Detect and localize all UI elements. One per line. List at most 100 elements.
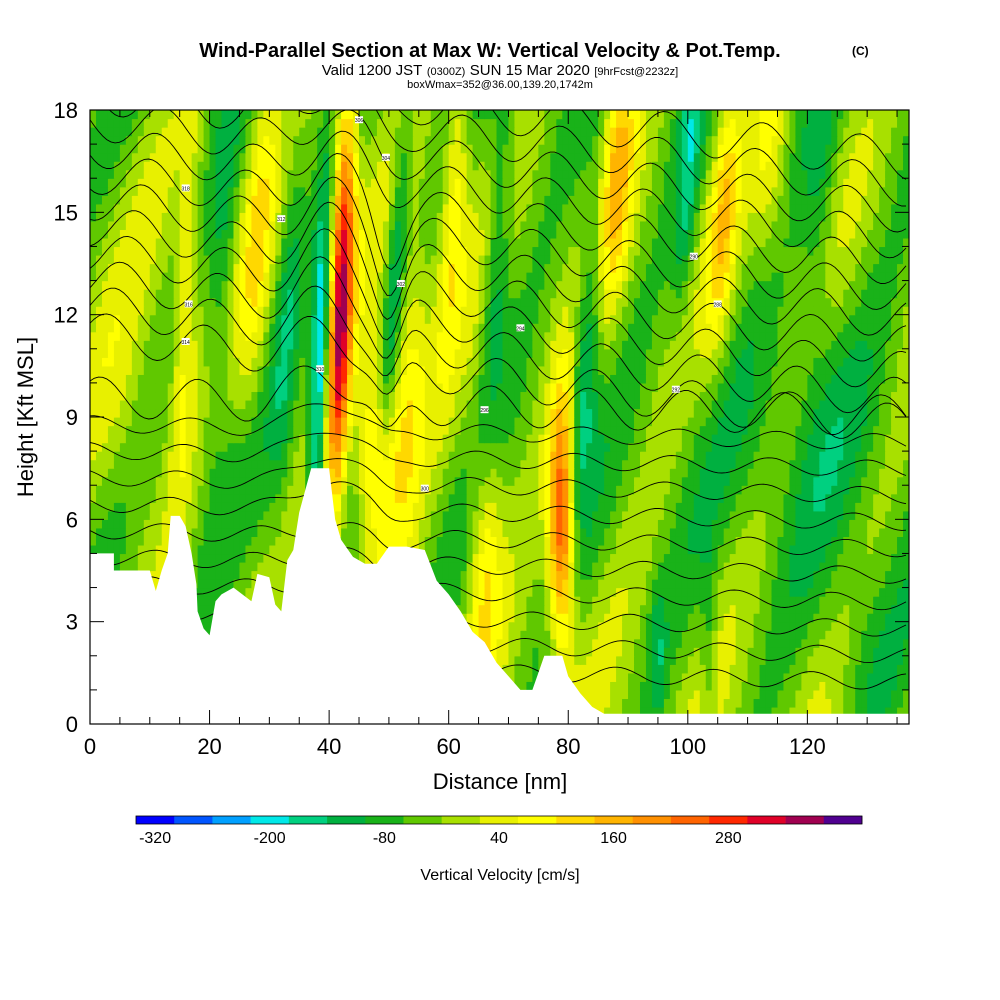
field-cell xyxy=(897,698,904,708)
field-cell xyxy=(867,553,874,563)
field-cell xyxy=(364,544,372,555)
field-cell xyxy=(179,408,187,418)
field-cell xyxy=(574,510,581,520)
field-cell xyxy=(191,536,199,546)
field-cell xyxy=(460,544,468,555)
field-cell xyxy=(657,647,665,657)
field-cell xyxy=(616,698,623,708)
field-cell xyxy=(538,527,545,537)
field-cell xyxy=(496,655,504,665)
field-cell xyxy=(161,417,169,427)
field-cell xyxy=(221,417,229,427)
field-cell xyxy=(723,681,731,691)
field-cell xyxy=(442,553,450,563)
field-cell xyxy=(628,510,635,520)
field-cell xyxy=(765,527,773,537)
field-cell xyxy=(825,485,832,495)
field-cell xyxy=(801,587,808,597)
field-cell xyxy=(430,476,438,486)
field-cell xyxy=(873,434,880,444)
field-cell xyxy=(747,425,755,435)
field-cell xyxy=(885,706,892,717)
field-cell xyxy=(849,451,856,461)
field-cell xyxy=(95,519,103,529)
field-cell xyxy=(681,706,689,717)
field-cell xyxy=(765,536,773,546)
field-cell xyxy=(634,672,641,682)
field-cell xyxy=(364,425,372,435)
field-cell xyxy=(586,655,593,665)
field-cell xyxy=(604,664,611,674)
field-cell xyxy=(275,510,282,520)
field-cell xyxy=(729,502,737,512)
field-cell xyxy=(681,493,689,503)
field-cell xyxy=(203,604,211,614)
field-cell xyxy=(532,442,539,452)
field-cell xyxy=(879,587,886,597)
field-cell xyxy=(209,604,217,614)
field-cell xyxy=(394,502,402,512)
field-cell xyxy=(233,536,241,546)
field-cell xyxy=(508,664,516,674)
field-cell xyxy=(574,468,581,478)
field-cell xyxy=(209,417,217,427)
field-cell xyxy=(753,587,761,597)
field-cell xyxy=(687,519,695,529)
field-cell xyxy=(448,527,456,537)
field-cell xyxy=(604,604,611,614)
field-cell xyxy=(801,536,808,546)
field-cell xyxy=(359,527,366,537)
field-cell xyxy=(221,510,229,520)
field-cell xyxy=(502,485,510,495)
field-cell xyxy=(771,536,779,546)
field-cell xyxy=(478,476,486,486)
field-cell xyxy=(299,425,306,435)
field-cell xyxy=(819,451,826,461)
field-cell xyxy=(801,553,808,563)
field-cell xyxy=(861,672,868,682)
field-cell xyxy=(687,544,695,555)
field-cell xyxy=(532,519,539,529)
field-cell xyxy=(329,425,336,435)
field-cell xyxy=(777,476,785,486)
field-cell xyxy=(634,664,641,674)
field-cell xyxy=(209,519,217,529)
field-cell xyxy=(472,587,480,597)
field-cell xyxy=(693,553,701,563)
field-cell xyxy=(478,468,486,478)
field-cell xyxy=(347,510,354,520)
field-cell xyxy=(610,527,617,537)
field-cell xyxy=(765,613,773,623)
field-cell xyxy=(484,451,492,461)
field-cell xyxy=(616,536,623,546)
field-cell xyxy=(717,579,725,589)
field-cell xyxy=(472,613,480,623)
field-cell xyxy=(460,561,468,572)
field-cell xyxy=(550,493,557,503)
field-cell xyxy=(592,587,599,597)
field-cell xyxy=(747,468,755,478)
field-cell xyxy=(669,689,677,700)
field-cell xyxy=(538,519,545,529)
field-cell xyxy=(879,502,886,512)
field-cell xyxy=(855,519,862,529)
field-cell xyxy=(544,502,551,512)
field-cell xyxy=(813,527,820,537)
field-cell xyxy=(885,519,892,529)
field-cell xyxy=(903,476,909,486)
field-cell xyxy=(430,485,438,495)
field-cell xyxy=(113,408,121,418)
field-cell xyxy=(765,493,773,503)
field-cell xyxy=(657,442,665,452)
field-cell xyxy=(197,468,205,478)
field-cell xyxy=(801,664,808,674)
field-cell xyxy=(502,613,510,623)
field-cell xyxy=(580,434,587,444)
field-cell xyxy=(819,434,826,444)
field-cell xyxy=(221,519,229,529)
field-cell xyxy=(478,596,486,606)
field-cell xyxy=(119,502,127,512)
field-cell xyxy=(759,604,767,614)
field-cell xyxy=(903,561,909,572)
field-cell xyxy=(592,638,599,648)
